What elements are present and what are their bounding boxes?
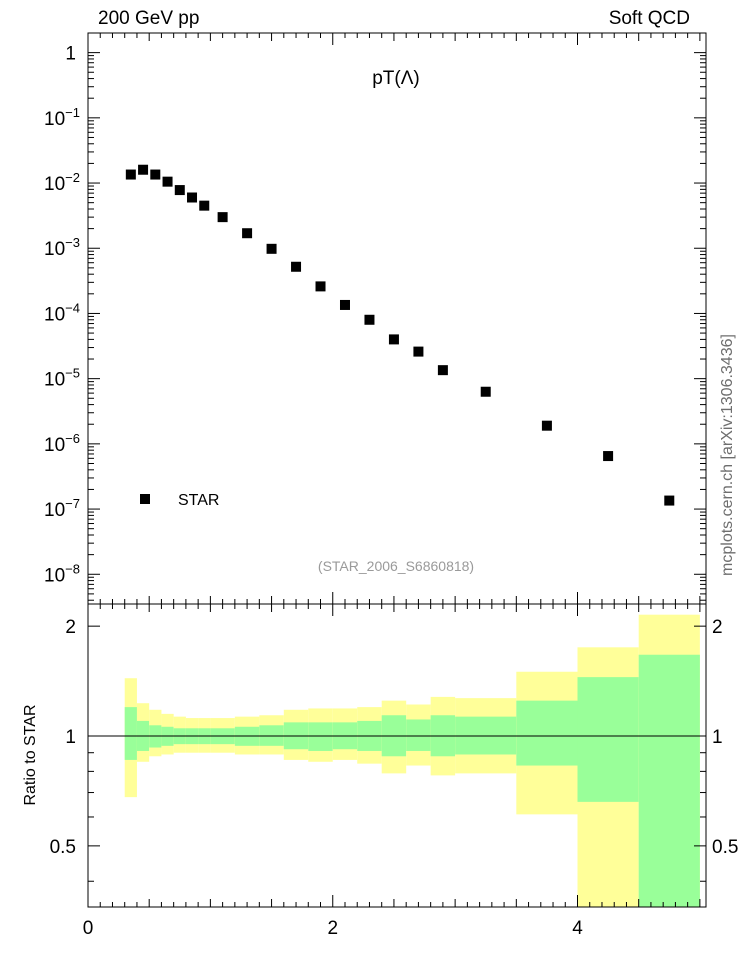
data-point <box>187 192 198 203</box>
y-tick-label: 10−4 <box>44 300 80 325</box>
data-point <box>541 420 552 431</box>
ratio-y-tick-label: 1 <box>65 727 76 748</box>
x-tick-label: 4 <box>572 918 583 939</box>
data-point <box>138 164 149 175</box>
data-point <box>664 495 675 506</box>
ratio-y-tick-label: 0.5 <box>50 837 76 858</box>
data-point <box>291 261 302 272</box>
y-tick-label: 10−8 <box>44 561 80 586</box>
y-tick-label: 10−2 <box>44 170 80 195</box>
ratio-y-tick-label: 2 <box>65 617 76 638</box>
data-point <box>162 176 173 187</box>
data-point <box>603 451 614 462</box>
plot-title: pT(Λ) <box>372 68 420 89</box>
y-tick-label: 10−1 <box>44 105 80 130</box>
data-point <box>174 185 185 196</box>
ratio-frame <box>87 603 707 908</box>
data-point <box>242 228 253 239</box>
data-point <box>199 200 210 211</box>
uncertainty-band-inner <box>577 677 639 802</box>
data-point <box>266 243 277 254</box>
uncertainty-band-inner <box>308 722 333 751</box>
data-point <box>315 281 326 292</box>
data-point <box>413 346 424 357</box>
y-tick-label: 10−3 <box>44 235 80 260</box>
uncertainty-band-inner <box>406 719 431 751</box>
uncertainty-band-inner <box>124 707 137 760</box>
uncertainty-band-inner <box>516 700 578 766</box>
ratio-y-tick-label-right: 0.5 <box>712 837 738 858</box>
main-plot: 1 10−1 10−2 10−3 10−4 10−5 10−6 10−7 10−8 STAR <box>44 32 707 605</box>
data-point <box>437 365 448 376</box>
main-frame <box>87 32 707 605</box>
data-point <box>480 386 491 397</box>
ratio-y-tick-label-right: 2 <box>712 617 723 638</box>
legend-marker <box>140 494 150 504</box>
ratio-plot: 0.5 0.5 1 1 2 2 0 2 4 <box>50 603 738 939</box>
data-point <box>388 334 399 345</box>
legend-label: STAR <box>178 492 219 509</box>
x-tick-label: 0 <box>83 918 94 939</box>
data-point <box>364 314 375 325</box>
ratio-y-tick-label-right: 1 <box>712 727 723 748</box>
energy-label: 200 GeV pp <box>98 8 200 29</box>
data-point <box>217 212 228 223</box>
process-label: Soft QCD <box>608 8 690 29</box>
y-tick-label: 10−5 <box>44 366 80 391</box>
y-tick-label: 10−6 <box>44 431 80 456</box>
data-point <box>150 169 161 180</box>
y-tick-label: 1 <box>65 44 76 65</box>
x-tick-label: 2 <box>327 918 338 939</box>
analysis-id: (STAR_2006_S6860818) <box>318 558 474 574</box>
y-tick-label: 10−7 <box>44 496 80 521</box>
data-point <box>125 169 136 180</box>
uncertainty-band-inner <box>638 654 700 907</box>
data-point <box>339 299 350 310</box>
